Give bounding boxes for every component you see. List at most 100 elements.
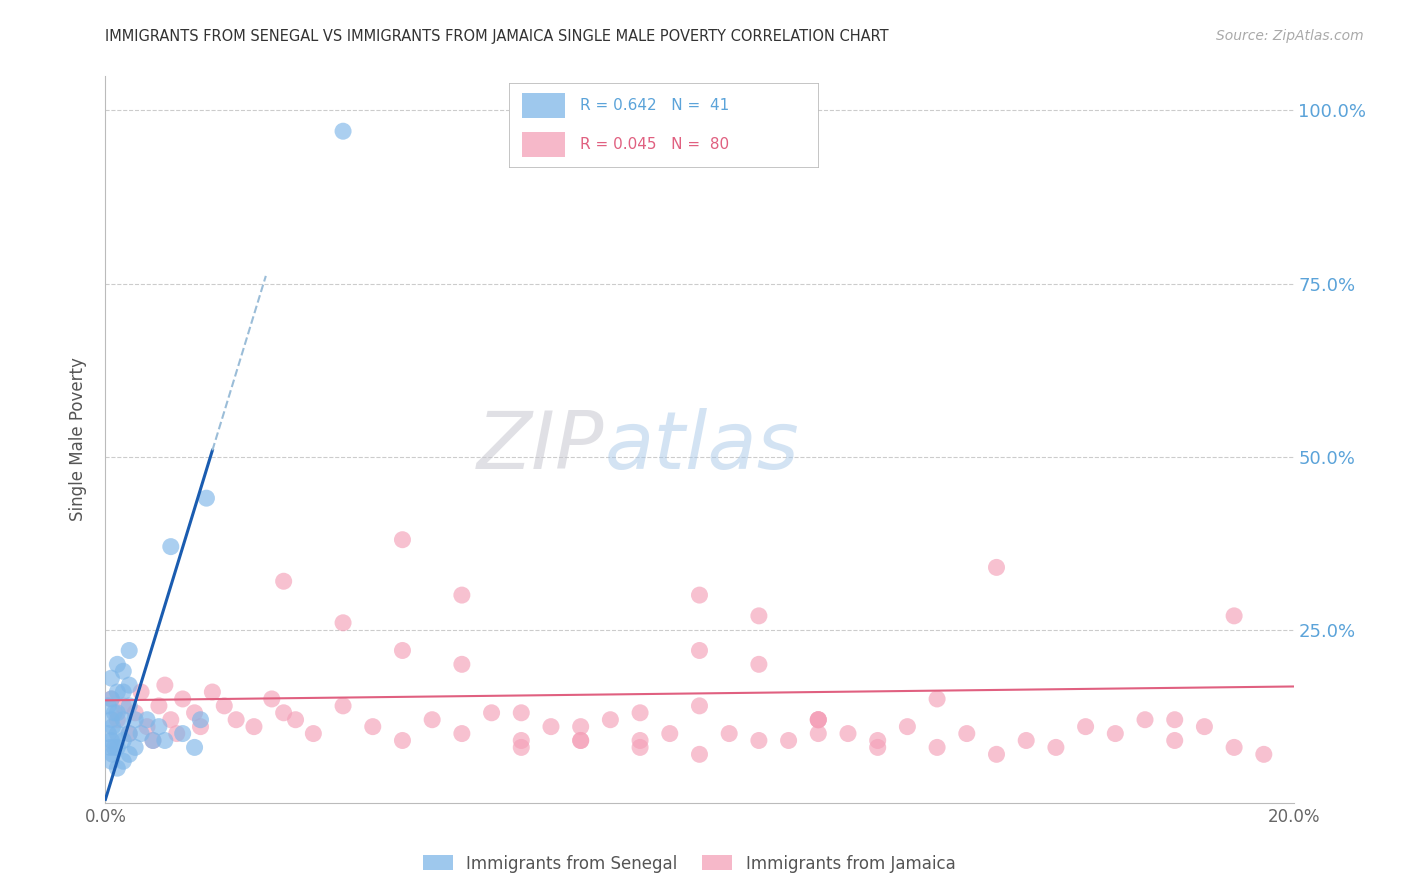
- Point: [105, 713, 128, 727]
- Point: [136, 720, 159, 734]
- Point: [748, 733, 770, 747]
- Point: [986, 560, 1008, 574]
- Point: [100, 692, 122, 706]
- Point: [105, 740, 128, 755]
- Point: [112, 713, 135, 727]
- Point: [118, 698, 141, 713]
- Point: [260, 692, 283, 706]
- Point: [124, 713, 146, 727]
- Text: atlas: atlas: [605, 408, 799, 485]
- Point: [420, 713, 443, 727]
- Point: [807, 713, 830, 727]
- Point: [105, 685, 128, 699]
- Point: [481, 706, 503, 720]
- Point: [97, 698, 120, 713]
- Text: IMMIGRANTS FROM SENEGAL VS IMMIGRANTS FROM JAMAICA SINGLE MALE POVERTY CORRELATI: IMMIGRANTS FROM SENEGAL VS IMMIGRANTS FR…: [105, 29, 889, 44]
- Point: [172, 692, 194, 706]
- Point: [112, 698, 135, 713]
- Point: [1133, 713, 1156, 727]
- Point: [103, 740, 125, 755]
- Point: [689, 643, 711, 657]
- Point: [807, 713, 830, 727]
- Point: [689, 698, 711, 713]
- Point: [112, 733, 135, 747]
- Point: [450, 657, 472, 672]
- Point: [118, 678, 141, 692]
- Point: [100, 733, 122, 747]
- Point: [1253, 747, 1275, 762]
- Point: [101, 747, 124, 762]
- Point: [1223, 608, 1246, 623]
- Point: [689, 747, 711, 762]
- Point: [284, 713, 307, 727]
- Point: [201, 685, 224, 699]
- Text: ZIP: ZIP: [477, 408, 605, 485]
- Point: [510, 733, 533, 747]
- Point: [273, 574, 295, 589]
- Point: [1104, 726, 1126, 740]
- Point: [332, 698, 354, 713]
- Point: [510, 740, 533, 755]
- Point: [510, 706, 533, 720]
- Y-axis label: Single Male Poverty: Single Male Poverty: [69, 358, 87, 521]
- Point: [391, 643, 413, 657]
- Point: [1164, 733, 1187, 747]
- Point: [153, 733, 176, 747]
- Point: [1015, 733, 1038, 747]
- Point: [214, 698, 236, 713]
- Point: [689, 588, 711, 602]
- Point: [97, 726, 120, 740]
- Point: [956, 726, 979, 740]
- Point: [136, 713, 159, 727]
- Point: [986, 747, 1008, 762]
- Point: [195, 491, 218, 505]
- Point: [778, 733, 800, 747]
- Point: [569, 720, 592, 734]
- Point: [450, 726, 472, 740]
- Point: [124, 740, 146, 755]
- Point: [302, 726, 325, 740]
- Point: [100, 713, 122, 727]
- Point: [112, 685, 135, 699]
- Point: [100, 754, 122, 768]
- Point: [748, 608, 770, 623]
- Point: [148, 720, 170, 734]
- Point: [190, 713, 212, 727]
- Point: [118, 643, 141, 657]
- Point: [129, 685, 152, 699]
- Point: [332, 615, 354, 630]
- Point: [172, 726, 194, 740]
- Point: [166, 726, 188, 740]
- Point: [183, 706, 205, 720]
- Point: [105, 726, 128, 740]
- Point: [100, 692, 122, 706]
- Point: [628, 733, 651, 747]
- Point: [118, 726, 141, 740]
- Point: [866, 733, 889, 747]
- Point: [927, 740, 949, 755]
- Point: [1074, 720, 1097, 734]
- Legend: Immigrants from Senegal, Immigrants from Jamaica: Immigrants from Senegal, Immigrants from…: [416, 848, 962, 880]
- Point: [183, 740, 205, 755]
- Point: [112, 754, 135, 768]
- Point: [361, 720, 384, 734]
- Point: [148, 698, 170, 713]
- Point: [101, 720, 124, 734]
- Point: [837, 726, 859, 740]
- Point: [124, 706, 146, 720]
- Point: [1164, 713, 1187, 727]
- Point: [927, 692, 949, 706]
- Point: [807, 726, 830, 740]
- Point: [718, 726, 741, 740]
- Point: [599, 713, 621, 727]
- Point: [1045, 740, 1067, 755]
- Text: Source: ZipAtlas.com: Source: ZipAtlas.com: [1216, 29, 1364, 43]
- Point: [153, 678, 176, 692]
- Point: [103, 706, 125, 720]
- Point: [118, 747, 141, 762]
- Point: [540, 720, 562, 734]
- Point: [273, 706, 295, 720]
- Point: [105, 657, 128, 672]
- Point: [391, 533, 413, 547]
- Point: [142, 733, 165, 747]
